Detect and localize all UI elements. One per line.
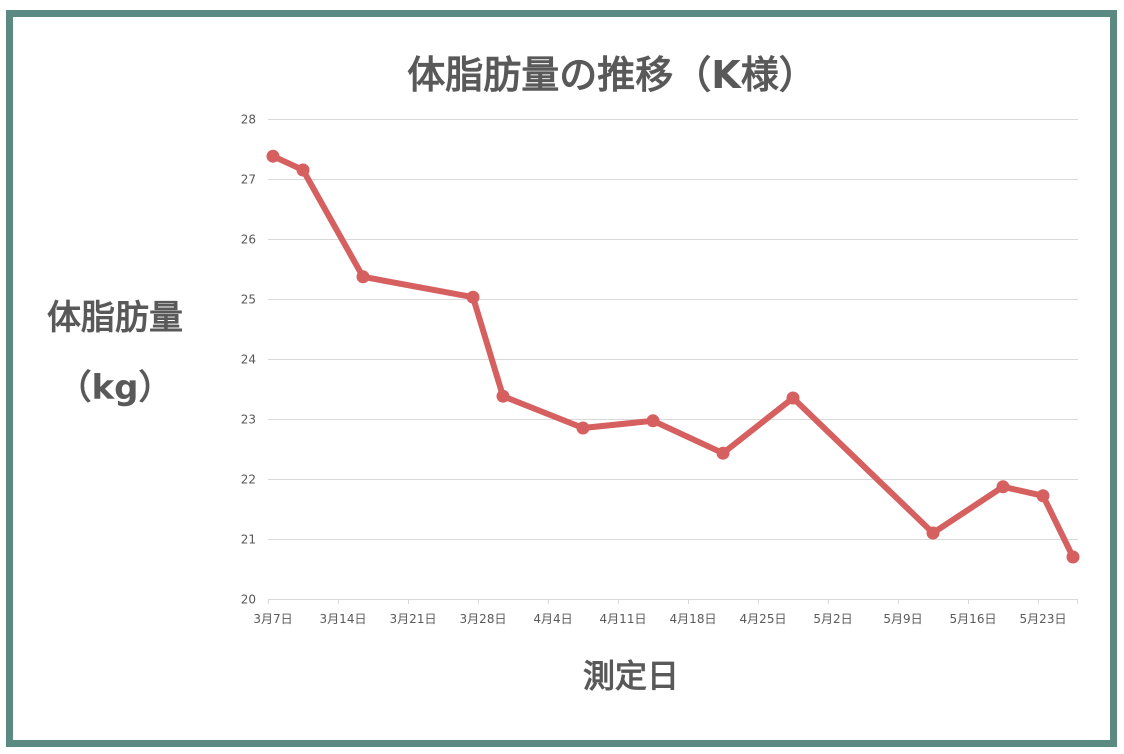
y-tick-label: 28 <box>241 113 256 127</box>
data-point <box>496 389 510 403</box>
data-point <box>716 446 730 460</box>
x-tick-label: 5月2日 <box>813 612 852 626</box>
x-tick-label: 4月4日 <box>533 612 572 626</box>
x-tick-label: 3月7日 <box>253 612 292 626</box>
series-line <box>270 153 1076 560</box>
data-point <box>466 290 480 304</box>
x-tick-label: 4月11日 <box>600 612 647 626</box>
data-point <box>266 149 280 163</box>
x-tick-label: 3月28日 <box>460 612 507 626</box>
data-point <box>1036 489 1050 503</box>
x-tick-label: 3月21日 <box>390 612 437 626</box>
data-point <box>646 414 660 428</box>
chart-frame <box>6 10 1117 747</box>
data-point <box>296 163 310 177</box>
data-point <box>576 421 590 435</box>
x-tick-label: 5月9日 <box>883 612 922 626</box>
data-point <box>356 270 370 284</box>
y-tick-label: 27 <box>241 173 256 187</box>
y-tick-label: 20 <box>241 593 256 607</box>
data-point <box>1066 550 1080 564</box>
x-tick-label: 4月18日 <box>670 612 717 626</box>
y-tick-label: 25 <box>241 293 256 307</box>
y-tick-label: 26 <box>241 233 256 247</box>
x-tick-label: 5月16日 <box>950 612 997 626</box>
y-tick-label: 23 <box>241 413 256 427</box>
data-point <box>786 391 800 405</box>
y-axis-unit-label: （kg） <box>57 368 173 408</box>
chart-title: 体脂肪量の推移（K様） <box>407 53 817 97</box>
data-point <box>996 480 1010 494</box>
x-tick-label: 5月23日 <box>1020 612 1067 626</box>
y-tick-label: 22 <box>241 473 256 487</box>
x-tick-label: 4月25日 <box>740 612 787 626</box>
y-tick-label: 24 <box>241 353 256 367</box>
x-axis-label: 測定日 <box>582 657 679 695</box>
y-tick-label: 21 <box>241 533 256 547</box>
data-point <box>926 526 940 540</box>
y-axis-label: 体脂肪量 <box>47 298 183 338</box>
x-tick-label: 3月14日 <box>320 612 367 626</box>
